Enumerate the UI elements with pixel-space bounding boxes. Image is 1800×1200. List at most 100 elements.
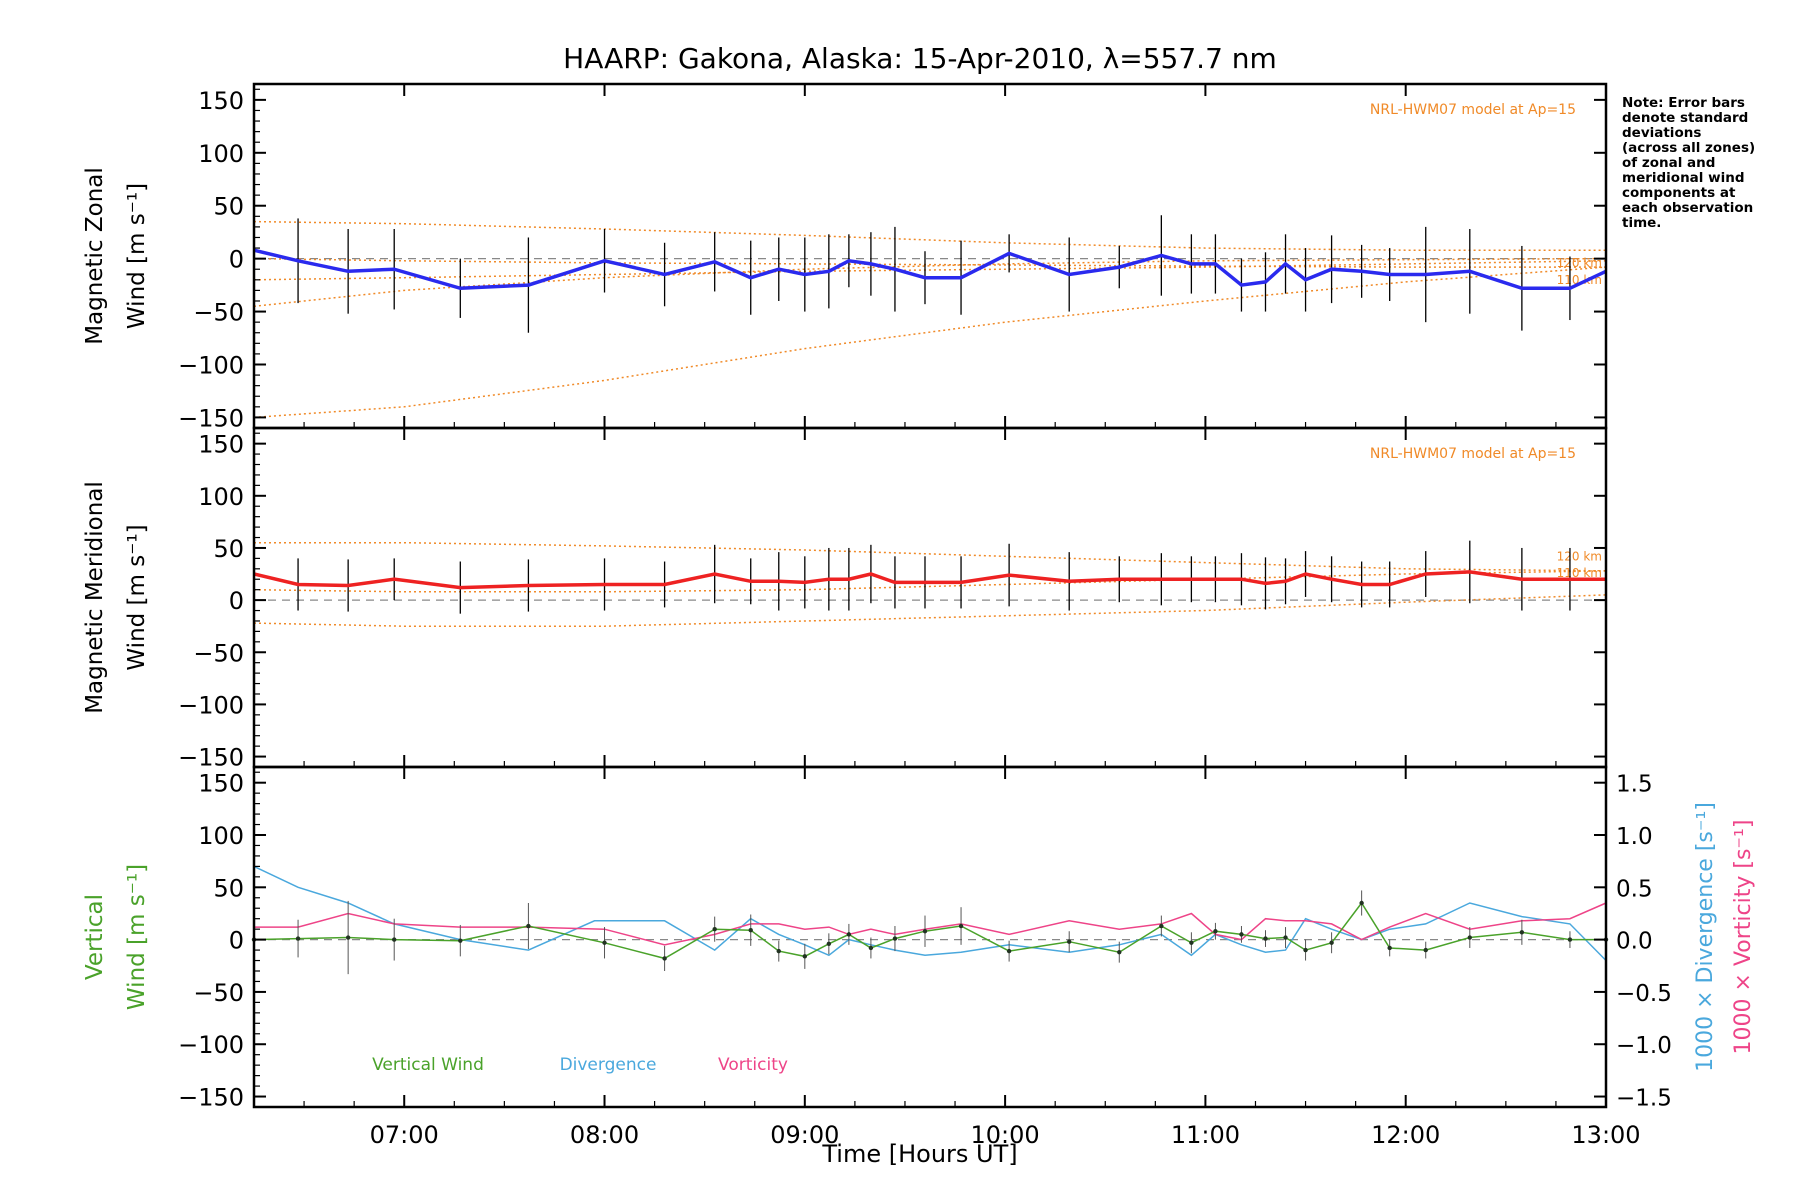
wind-line: [253, 570, 1606, 590]
vertical-wind-point: [1567, 937, 1573, 942]
model-altitude-label: 110 km: [1557, 566, 1602, 580]
model-altitude-label: 120 km: [1557, 549, 1602, 563]
y-tick-label: −50: [193, 299, 244, 327]
model-curve: [254, 541, 1607, 572]
y-axis-label: Vertical: [82, 894, 108, 980]
y-tick-label: 100: [198, 140, 244, 168]
note-line: meridional wind: [1622, 170, 1745, 186]
y-tick-label: 150: [198, 770, 244, 798]
vertical-wind-point: [392, 937, 397, 942]
y-tick-label: 100: [198, 822, 244, 850]
note-line: each observation: [1622, 200, 1754, 216]
y-axis-label: Wind [m s⁻¹]: [124, 183, 150, 329]
vertical-wind-point: [1519, 930, 1525, 935]
error-bar-note: Note: Error bars denote standard deviati…: [1622, 96, 1792, 231]
x-axis-label: Time [Hours UT]: [821, 1140, 1017, 1168]
wind-line: [253, 248, 1607, 291]
x-tick-label: 11:00: [1171, 1121, 1240, 1149]
y-axis-label: Wind [m s⁻¹]: [124, 864, 150, 1010]
note-line: of zonal and: [1622, 155, 1716, 171]
vertical-wind-point: [1239, 932, 1244, 937]
y-tick-label: −100: [178, 351, 244, 379]
note-line: (across all zones): [1622, 140, 1756, 156]
x-tick-label: 08:00: [570, 1121, 639, 1149]
y-axis-label: Magnetic Meridional: [82, 481, 108, 714]
note-line: time.: [1622, 215, 1662, 231]
note-line: Note: Error bars: [1622, 95, 1745, 111]
legend-entry: Vorticity: [718, 1055, 788, 1075]
vertical-wind-point: [1423, 947, 1428, 953]
vertical-wind-point: [748, 928, 753, 933]
vertical-wind-point: [1006, 948, 1012, 954]
vertical-wind-point: [295, 936, 301, 941]
panel-vertical: Vertical Wind Divergence Vorticity 1.5 1.0 0.…: [82, 765, 1756, 1149]
y-tick-label: −150: [178, 744, 244, 772]
vertical-wind-point: [892, 936, 898, 941]
model-label: NRL-HWM07 model at Ap=15: [1370, 446, 1576, 462]
vertical-wind-point: [826, 941, 832, 946]
vertical-wind-point: [1387, 945, 1392, 951]
vertical-wind-point: [776, 948, 781, 954]
x-tick-label: 09:00: [770, 1121, 839, 1149]
y-tick-label: 50: [213, 193, 244, 221]
y-axis-label: Wind [m s⁻¹]: [124, 524, 150, 670]
vertical-wind-point: [1283, 935, 1288, 940]
vertical-wind-point: [846, 932, 852, 937]
y-tick-label: −100: [178, 691, 244, 719]
vertical-wind-point: [1067, 939, 1072, 944]
y2-tick-label: 0.5: [1616, 876, 1653, 902]
vertical-wind-point: [1303, 947, 1308, 953]
model-label: NRL-HWM07 model at Ap=15: [1370, 102, 1576, 118]
y2-tick-label: 1.0: [1616, 824, 1653, 850]
legend-entry: Vertical Wind: [372, 1055, 484, 1075]
vertical-wind-point: [458, 938, 463, 943]
y3-axis-label: 1000 × Vorticity [s⁻¹]: [1731, 820, 1756, 1055]
vertical-wind-point: [1467, 935, 1472, 940]
y2-tick-label: 0.0: [1616, 929, 1653, 955]
model-curve: [253, 266, 1607, 419]
model-altitude-label: 110 km: [1557, 273, 1602, 287]
y-tick-label: 150: [198, 431, 244, 459]
divergence-line: [253, 865, 1607, 962]
vertical-wind-point: [1329, 940, 1334, 945]
y-tick-label: −150: [178, 1084, 244, 1112]
figure-title: HAARP: Gakona, Alaska: 15-Apr-2010, λ=55…: [563, 42, 1277, 75]
y-tick-label: −50: [193, 979, 244, 1007]
model-altitude-label: 120 km: [1557, 256, 1602, 270]
model-curve: [253, 570, 1607, 593]
panel-zonal: NRL-HWM07 model at Ap=15 120 km 110 km 150 1…: [82, 82, 1608, 432]
note-line: denote standard: [1622, 110, 1749, 126]
y-tick-label: 0: [229, 246, 244, 274]
note-line: components at: [1622, 185, 1736, 201]
x-tick-label: 12:00: [1371, 1121, 1440, 1149]
vertical-wind-point: [345, 935, 351, 940]
y2-tick-label: −1.0: [1616, 1033, 1672, 1059]
y-tick-label: 50: [213, 874, 244, 902]
vorticity-line: [254, 902, 1607, 946]
note-line: deviations: [1622, 125, 1702, 141]
y-tick-label: −50: [193, 639, 244, 667]
model-curve: [253, 594, 1607, 627]
model-curve: [253, 257, 1606, 268]
model-curve: [253, 257, 1607, 308]
vertical-wind-point: [1189, 940, 1194, 945]
y-axis-label: Magnetic Zonal: [82, 167, 108, 345]
vertical-wind-point: [958, 923, 964, 929]
vertical-wind-point: [1159, 923, 1164, 929]
vertical-wind-line: [253, 901, 1606, 960]
y-tick-label: −100: [178, 1031, 244, 1059]
vertical-wind-point: [602, 940, 607, 945]
vertical-wind-point: [868, 945, 874, 951]
panel-frame: [252, 426, 1608, 769]
x-tick-label: 07:00: [370, 1121, 439, 1149]
panel-frame: [252, 82, 1608, 430]
vertical-wind-point: [922, 929, 928, 934]
y-tick-label: 150: [198, 87, 244, 115]
vertical-wind-point: [712, 926, 717, 932]
y2-axis-label: 1000 × Divergence [s⁻¹]: [1693, 802, 1718, 1072]
vertical-wind-point: [1213, 929, 1218, 934]
y2-tick-label: −0.5: [1616, 981, 1672, 1007]
vertical-wind-point: [802, 954, 808, 959]
panels: NRL-HWM07 model at Ap=15 120 km 110 km 150 1…: [82, 82, 1756, 1149]
